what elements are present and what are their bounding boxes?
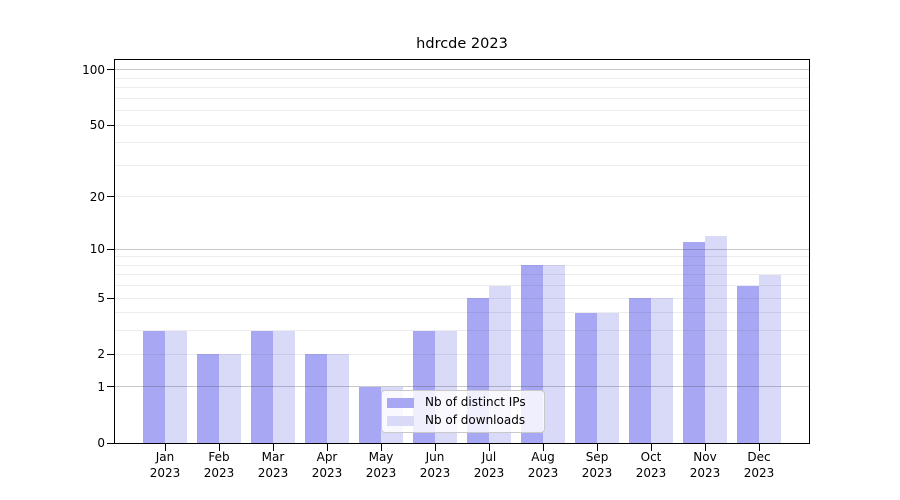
x-tick-label: Jun 2023 — [419, 450, 451, 480]
bar-downloads — [273, 330, 295, 443]
x-tick — [381, 444, 382, 451]
gridline — [115, 110, 809, 112]
x-tick — [543, 444, 544, 451]
x-tick — [327, 444, 328, 451]
x-tick-label: Aug 2023 — [527, 450, 559, 480]
x-tick-label: Mar 2023 — [257, 450, 289, 480]
x-tick-label: Jul 2023 — [473, 450, 505, 480]
gridline — [115, 264, 809, 266]
gridline — [115, 285, 809, 287]
bar-distinct-ips — [251, 330, 273, 443]
y-tick — [107, 353, 114, 355]
y-tick-label: 10 — [89, 242, 105, 257]
x-tick-label: Dec 2023 — [743, 450, 775, 480]
bar-distinct-ips — [359, 386, 381, 443]
bar-downloads — [651, 298, 673, 443]
gridline — [115, 87, 809, 89]
y-tick-label: 2 — [97, 347, 105, 362]
y-tick-label: 20 — [89, 189, 105, 204]
gridline — [115, 386, 809, 388]
gridline — [115, 196, 809, 198]
bar-distinct-ips — [629, 298, 651, 443]
gridline — [115, 97, 809, 99]
y-tick — [107, 297, 114, 299]
gridline — [115, 256, 809, 258]
x-tick — [489, 444, 490, 451]
x-tick-label: Sep 2023 — [581, 450, 613, 480]
gridline — [115, 274, 809, 276]
y-tick — [107, 69, 114, 71]
legend-swatch-distinct-ips-icon — [387, 397, 414, 408]
gridline — [115, 164, 809, 166]
legend: Nb of distinct IPs Nb of downloads — [381, 390, 545, 433]
bar-downloads — [165, 330, 187, 443]
bar-downloads — [759, 274, 781, 443]
bar-downloads — [219, 354, 241, 443]
x-tick — [651, 444, 652, 451]
x-tick — [597, 444, 598, 451]
bar-distinct-ips — [143, 330, 165, 443]
y-tick-label: 50 — [89, 118, 105, 133]
chart-title: hdrcde 2023 — [416, 36, 508, 52]
x-tick — [759, 444, 760, 451]
bar-distinct-ips — [575, 312, 597, 443]
bar-distinct-ips — [683, 242, 705, 443]
gridline — [115, 248, 809, 250]
x-tick-label: Apr 2023 — [311, 450, 343, 480]
gridline — [115, 353, 809, 355]
x-tick-label: Jan 2023 — [149, 450, 181, 480]
x-tick — [165, 444, 166, 451]
x-tick — [273, 444, 274, 451]
x-tick — [219, 444, 220, 451]
x-tick-label: Oct 2023 — [635, 450, 667, 480]
y-tick — [107, 196, 114, 198]
y-tick — [107, 386, 114, 388]
legend-swatch-downloads-icon — [387, 415, 414, 426]
x-tick — [705, 444, 706, 451]
gridline — [115, 124, 809, 126]
legend-label: Nb of downloads — [425, 413, 526, 427]
legend-item-downloads: Nb of downloads — [387, 414, 538, 427]
bar-downloads — [543, 265, 565, 443]
x-tick-label: May 2023 — [365, 450, 397, 480]
y-tick — [107, 124, 114, 126]
gridline — [115, 330, 809, 332]
gridline — [115, 312, 809, 314]
gridline — [115, 69, 809, 71]
bar-distinct-ips — [197, 354, 219, 443]
gridline — [115, 77, 809, 79]
bar-downloads — [705, 235, 727, 443]
y-tick-label: 100 — [82, 62, 105, 77]
legend-label: Nb of distinct IPs — [425, 395, 526, 409]
y-tick — [107, 442, 114, 444]
y-tick-label: 0 — [97, 436, 105, 450]
bar-downloads — [327, 354, 349, 443]
y-tick-label: 1 — [97, 379, 105, 394]
gridline — [115, 142, 809, 144]
x-tick-label: Nov 2023 — [689, 450, 721, 480]
bar-distinct-ips — [737, 285, 759, 443]
gridline — [115, 297, 809, 299]
y-tick — [107, 248, 114, 250]
x-tick-label: Feb 2023 — [203, 450, 235, 480]
plot-area: 0 1 2 5 10 20 50 100 Jan 2023 Feb 2023 Mar 2023 Apr 20… — [82, 59, 810, 480]
legend-item-distinct-ips: Nb of distinct IPs — [387, 396, 538, 409]
bar-distinct-ips — [305, 354, 327, 443]
y-tick-label: 5 — [97, 291, 105, 306]
bar-downloads — [597, 312, 619, 443]
x-tick — [435, 444, 436, 451]
